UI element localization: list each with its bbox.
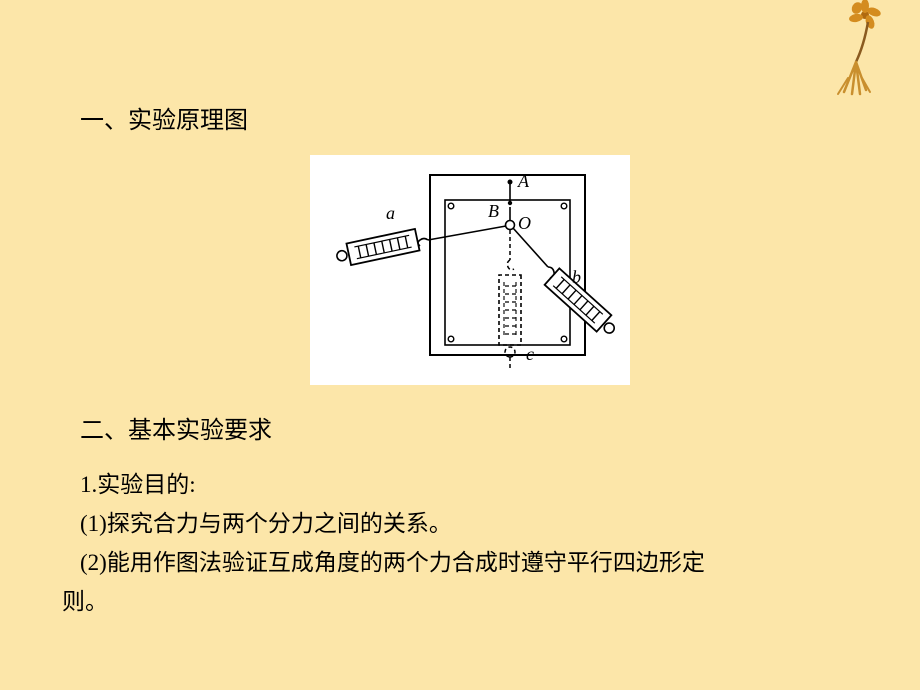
label-A: A <box>517 171 530 191</box>
spring-scale-c-dashed <box>499 230 521 368</box>
label-a: a <box>386 203 395 223</box>
label-B: B <box>488 201 499 221</box>
spring-scale-b <box>513 228 620 340</box>
spring-scale-a <box>335 226 506 268</box>
label-b: b <box>572 267 581 287</box>
exp-purpose-1: (1)探究合力与两个分力之间的关系。 <box>80 504 860 543</box>
experiment-diagram: A B O a b c <box>310 155 630 385</box>
label-c: c <box>526 344 534 364</box>
section-2-heading: 二、基本实验要求 <box>80 410 860 445</box>
exp-purpose-title: 1.1.实验目的:实验目的: <box>80 465 860 504</box>
label-O: O <box>518 213 531 233</box>
broom-icon <box>838 22 870 94</box>
exp-purpose-2a: (2)能用作图法验证互成角度的两个力合成时遵守平行四边形定 <box>80 543 860 582</box>
flower-icon <box>848 0 882 30</box>
diagram-container: A B O a b c <box>80 155 860 385</box>
exp-purpose-2b: 则。 <box>62 582 860 621</box>
corner-decoration <box>820 0 900 100</box>
section-2-body: 1.1.实验目的:实验目的: (1)探究合力与两个分力之间的关系。 (2)能用作… <box>80 465 860 621</box>
page-content: 一、实验原理图 <box>80 100 860 621</box>
section-1-heading: 一、实验原理图 <box>80 100 860 135</box>
